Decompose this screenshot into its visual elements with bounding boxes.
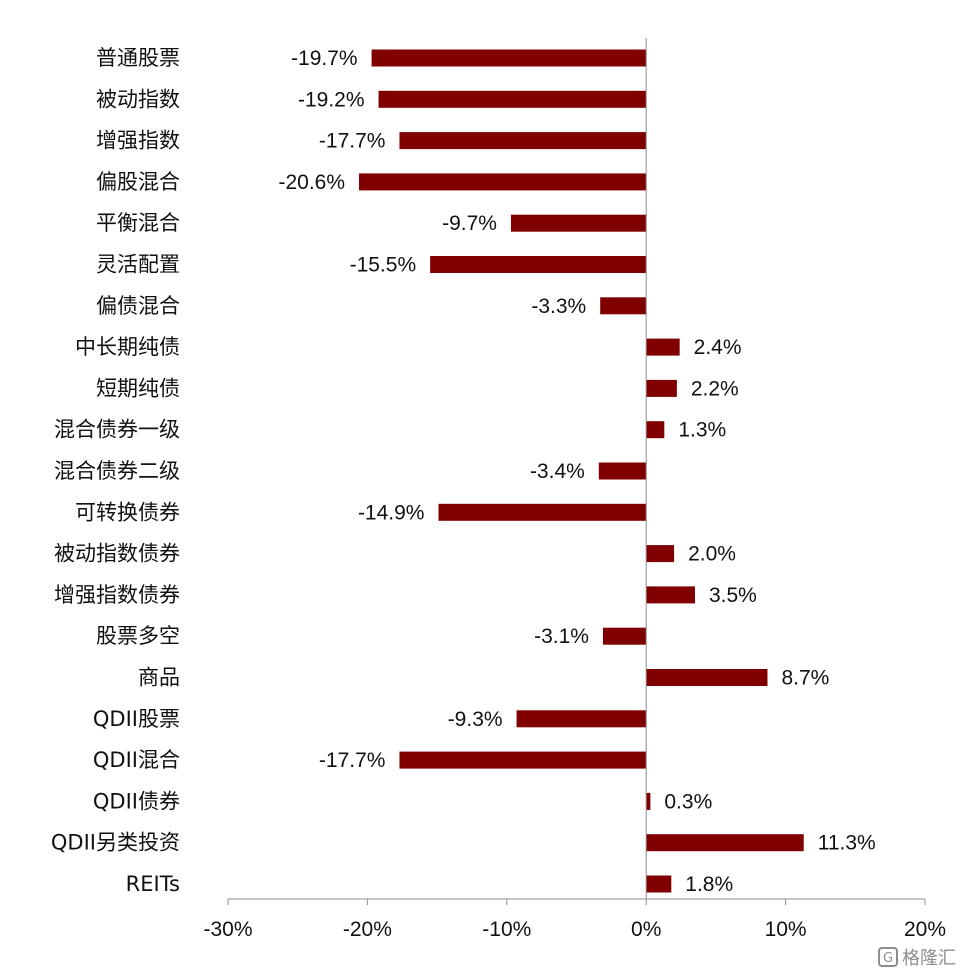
bar [646,875,672,893]
value-label: -19.2% [298,88,365,111]
watermark-logo-icon: G [878,947,898,967]
x-tick-label: 10% [765,918,807,941]
bar [378,90,647,108]
bar [510,214,647,232]
bar [646,379,677,397]
category-label: QDII股票 [93,707,180,731]
value-label: 1.8% [685,873,733,896]
category-label: 平衡混合 [96,211,180,235]
category-label: 混合债券二级 [54,459,180,483]
value-label: 2.4% [694,336,742,359]
bar [600,297,647,315]
bar [646,669,768,686]
bar [602,627,647,645]
bar [646,421,665,439]
value-label: -17.7% [319,749,386,772]
value-label: -9.3% [448,708,503,731]
value-label: -19.7% [291,47,358,70]
x-tick-label: -30% [203,918,252,941]
value-label: 11.3% [818,832,876,855]
bar [646,586,695,604]
bar [646,792,651,810]
x-tick-label: 20% [904,918,946,941]
value-label: -15.5% [350,254,417,277]
value-label: 0.3% [664,790,712,813]
bar [430,256,647,273]
bar [646,545,675,563]
value-label: 2.2% [691,377,739,400]
bar [598,462,647,480]
category-label: 被动指数 [96,87,180,111]
value-label: -3.3% [531,295,586,318]
category-label: QDII另类投资 [51,831,180,855]
value-label: 8.7% [781,667,829,690]
category-label: 商品 [138,666,180,690]
watermark: G 格隆汇 [878,944,956,970]
category-label: 混合债券一级 [54,418,180,442]
value-label: -20.6% [278,171,345,194]
value-label: -14.9% [358,501,425,524]
axis-layer: -30% -20% -10% 0% 10% 20% [203,38,946,941]
watermark-text: 格隆汇 [902,948,956,969]
value-label: -17.7% [319,130,386,153]
value-label: -3.4% [530,460,585,483]
value-label: -3.1% [534,625,589,648]
category-label: 股票多空 [96,624,180,648]
x-tick-label: -20% [343,918,392,941]
x-tick-label: -10% [482,918,531,941]
category-label: 偏股混合 [96,170,180,194]
bar [438,503,647,521]
category-label: 增强指数 [96,129,180,153]
x-tick-label: 0% [631,918,661,941]
category-label: 短期纯债 [96,376,180,400]
value-label: 2.0% [688,543,736,566]
category-label: QDII混合 [93,748,180,772]
bar [399,751,647,769]
category-label: 灵活配置 [96,253,180,277]
category-label: REITs [126,872,180,896]
bar [371,49,647,67]
value-label: 3.5% [709,584,757,607]
category-label: 偏债混合 [96,294,180,318]
bar [359,173,647,191]
bar [646,834,804,852]
category-label: QDII债券 [93,789,180,813]
bar [399,132,647,150]
bars-layer: 普通股票 -19.7% 被动指数 -19.2% 增强指数 -17.7% 偏股混合 -20.6%… [51,46,876,896]
bar [646,338,680,356]
bar [516,710,647,728]
value-label: -9.7% [442,212,497,235]
category-label: 增强指数债券 [54,583,180,607]
category-label: 普通股票 [96,46,180,70]
category-label: 可转换债券 [75,500,180,524]
category-label: 被动指数债券 [54,542,180,566]
category-label: 中长期纯债 [75,335,180,359]
value-label: 1.3% [678,419,726,442]
